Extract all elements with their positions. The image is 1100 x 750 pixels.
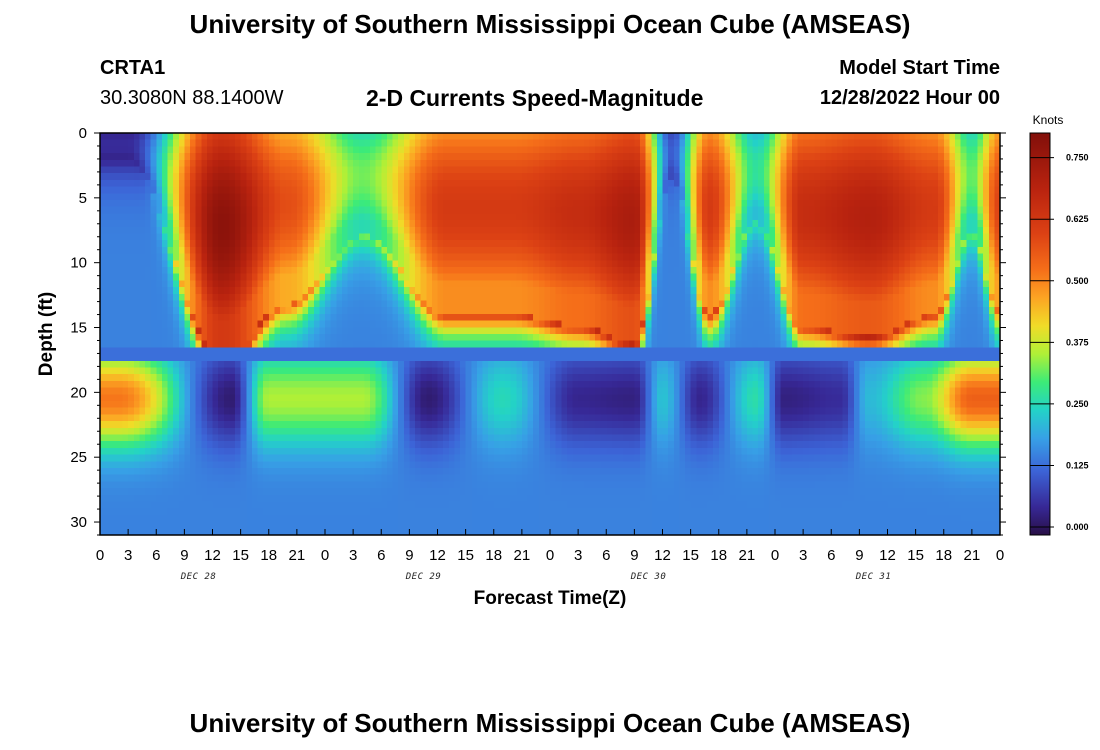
x-tick-label: 9	[180, 547, 188, 564]
x-tick-label: 9	[855, 547, 863, 564]
x-tick-label: 12	[879, 547, 896, 564]
x-tick-label: 15	[907, 547, 924, 564]
x-tick-label: 21	[514, 547, 531, 564]
y-tick-label: 0	[79, 125, 87, 142]
station-name: CRTA1	[100, 57, 166, 79]
colorbar-tick-label: 0.000	[1066, 522, 1089, 532]
x-tick-label: 6	[377, 547, 385, 564]
x-tick-label: 3	[349, 547, 357, 564]
colorbar-tick-label: 0.500	[1066, 276, 1089, 286]
x-tick-label: 18	[935, 547, 952, 564]
x-tick-label: 18	[260, 547, 277, 564]
colorbar-tick-label: 0.625	[1066, 214, 1089, 224]
x-tick-label: 12	[429, 547, 446, 564]
x-tick-label: 0	[771, 547, 779, 564]
colorbar-tick-label: 0.750	[1066, 153, 1089, 163]
station-location: 30.3080N 88.1400W	[100, 87, 284, 109]
x-tick-label: 21	[964, 547, 981, 564]
y-axis: 0 5 10 15 20 25 30	[70, 125, 1006, 536]
colorbar	[1029, 132, 1051, 536]
current-speed-chart: 0 3 6 9 12 15 18 21 0 3 6 9 12 15 18 21 0 3 6 9 12 15 18 21 0 3 6 9…	[36, 113, 1089, 609]
y-tick-label: 25	[70, 449, 87, 466]
colorbar-tick-label: 0.375	[1066, 337, 1089, 347]
x-tick-label: 0	[96, 547, 104, 564]
x-tick-label: 18	[485, 547, 502, 564]
colorbar-unit: Knots	[1033, 113, 1064, 127]
y-tick-label: 10	[70, 255, 87, 272]
y-tick-label: 5	[79, 190, 87, 207]
x-tick-label: 9	[630, 547, 638, 564]
y-tick-label: 15	[70, 320, 87, 337]
x-tick-label: 15	[232, 547, 249, 564]
x-tick-label: 0	[321, 547, 329, 564]
chart-title: 2-D Currents Speed-Magnitude	[366, 85, 704, 111]
x-tick-label: 0	[546, 547, 554, 564]
x-tick-label: 0	[996, 547, 1004, 564]
colorbar-tick-label: 0.125	[1066, 460, 1089, 470]
x-tick-label: 21	[739, 547, 756, 564]
x-tick-label: 21	[289, 547, 306, 564]
day-label: DEC 28	[180, 572, 217, 582]
x-tick-label: 12	[654, 547, 671, 564]
y-tick-label: 30	[70, 514, 87, 531]
model-start-value: 12/28/2022 Hour 00	[819, 87, 1000, 109]
x-tick-label: 12	[204, 547, 221, 564]
x-tick-label: 6	[152, 547, 160, 564]
x-tick-label: 15	[682, 547, 699, 564]
x-tick-label: 3	[124, 547, 132, 564]
day-label: DEC 30	[630, 572, 667, 582]
page-title: University of Southern Mississippi Ocean…	[189, 9, 911, 39]
heatmap-image	[100, 133, 1000, 535]
x-axis-label: Forecast Time(Z)	[474, 588, 627, 609]
x-tick-label: 6	[827, 547, 835, 564]
x-tick-label: 3	[799, 547, 807, 564]
x-axis: 0 3 6 9 12 15 18 21 0 3 6 9 12 15 18 21 0 3 6 9 12 15 18 21 0 3 6 9…	[96, 529, 1004, 582]
x-tick-label: 18	[710, 547, 727, 564]
x-tick-label: 15	[457, 547, 474, 564]
x-tick-label: 3	[574, 547, 582, 564]
day-label: DEC 31	[855, 572, 892, 582]
day-label: DEC 29	[405, 572, 442, 582]
y-tick-label: 20	[70, 384, 87, 401]
footer-title: University of Southern Mississippi Ocean…	[189, 708, 911, 738]
x-tick-label: 6	[602, 547, 610, 564]
model-start-label: Model Start Time	[839, 57, 1000, 79]
y-axis-label: Depth (ft)	[36, 292, 57, 376]
colorbar-ticks: 0.750 0.625 0.500 0.375 0.250 0.125 0.000	[1030, 153, 1089, 532]
x-tick-label: 9	[405, 547, 413, 564]
colorbar-tick-label: 0.250	[1066, 399, 1089, 409]
